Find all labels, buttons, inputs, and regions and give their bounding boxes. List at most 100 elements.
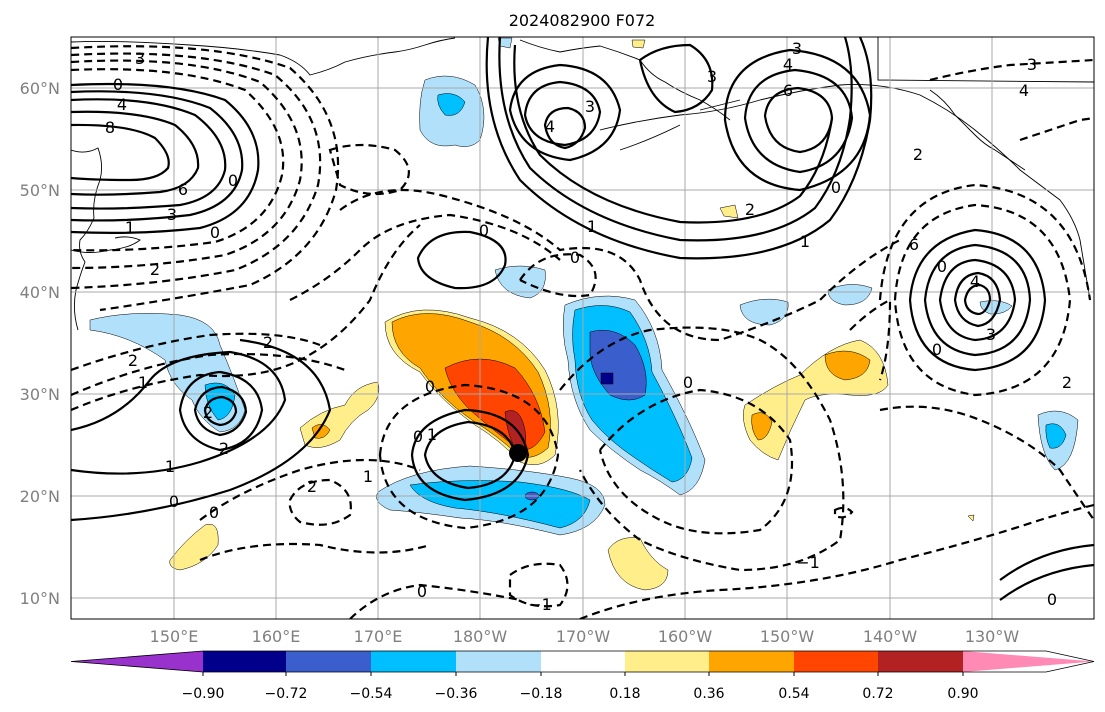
contour-label: 2	[203, 403, 213, 422]
lat-label: 50°N	[20, 181, 60, 200]
contour-label: 0	[479, 221, 489, 240]
contour-label: 0	[228, 171, 238, 190]
contour-line	[416, 230, 507, 290]
contour-line	[559, 326, 845, 572]
contour-label: 3	[986, 325, 996, 344]
colorbar-tick-label: 0.90	[947, 686, 978, 702]
contour-line	[833, 506, 854, 519]
contour-label: 3	[792, 39, 802, 58]
contour-label: 2	[219, 439, 229, 458]
contour-line	[203, 395, 238, 427]
contour-line	[71, 338, 332, 522]
contour-label: 0	[417, 582, 427, 601]
contour-line	[378, 383, 560, 530]
lat-label: 10°N	[20, 589, 60, 608]
positive-anomaly-region	[719, 204, 739, 219]
colorbar-tick-label: −0.54	[350, 686, 393, 702]
contour-label: −1	[796, 553, 820, 572]
contour-line	[71, 59, 303, 270]
contour-line	[328, 143, 410, 196]
contour-label: 6	[783, 81, 793, 100]
contour-line	[579, 503, 1094, 619]
contour-line	[71, 45, 340, 312]
lon-label: 160°E	[252, 627, 301, 646]
colorbar-segment	[203, 651, 286, 672]
contour-line	[71, 123, 170, 182]
contour-label: 0	[932, 340, 942, 359]
contour-line	[71, 110, 200, 196]
colorbar-segment	[71, 651, 203, 672]
coastline	[929, 89, 1026, 171]
contour-line	[498, 37, 853, 242]
contour-line	[929, 58, 1094, 82]
contour-label: 0	[413, 427, 423, 446]
contour-line	[519, 253, 597, 298]
colorbar-tick-label: −0.18	[520, 686, 563, 702]
colorbar-segment	[878, 651, 963, 672]
colorbar-tick-label: −0.90	[182, 686, 225, 702]
positive-anomaly-region	[824, 350, 871, 381]
map-frame	[70, 36, 1095, 620]
contour-line	[543, 106, 587, 150]
contour-line	[523, 80, 602, 147]
contour-label: 2	[1062, 373, 1072, 392]
contour-label: 3	[707, 67, 717, 86]
contour-line	[71, 332, 321, 372]
lat-label: 20°N	[20, 487, 60, 506]
colorbar-segment	[794, 651, 878, 672]
contour-label: 2	[263, 333, 273, 352]
lon-label: 150°W	[760, 627, 815, 646]
contour-line	[508, 63, 622, 162]
contour-label: 4	[117, 95, 127, 114]
contour-label: 3	[585, 97, 595, 116]
lat-label: 30°N	[20, 385, 60, 404]
contour-line	[71, 98, 227, 210]
lat-label: 60°N	[20, 79, 60, 98]
contour-line	[908, 228, 1047, 372]
contour-labels: 3 0 4 8 6 3 1 0 2 0 2 2 1 0 2 0 1 0 0 2 …	[105, 39, 1072, 614]
lon-label: 170°E	[354, 627, 403, 646]
coastline	[619, 99, 741, 151]
contour-line	[598, 388, 794, 535]
colorbar-segment	[541, 651, 625, 672]
contour-label: 0	[169, 492, 179, 511]
map-title: 2024082900 F072	[509, 11, 656, 30]
colorbar-segment	[709, 651, 794, 672]
contour-label: 2	[745, 200, 755, 219]
contour-label: 3	[167, 205, 177, 224]
contours	[71, 37, 1094, 619]
coastline	[599, 83, 1091, 301]
contour-label: 3	[1027, 55, 1037, 74]
colorbar-tick-label: −0.36	[435, 686, 478, 702]
negative-anomaly-region	[89, 313, 246, 433]
contour-line	[71, 52, 322, 290]
contour-line	[999, 563, 1094, 601]
colorbar-segment	[371, 651, 456, 672]
contour-label: 4	[783, 55, 793, 74]
contour-line	[199, 542, 431, 562]
map-grid	[71, 37, 1094, 619]
lon-label: 160°W	[658, 627, 713, 646]
contour-line	[410, 408, 530, 502]
longitude-labels: 150°E 160°E 170°E 180°W 170°W 160°W 150°…	[150, 627, 1020, 646]
contour-label: 1	[587, 217, 597, 236]
contour-label: 1	[800, 232, 810, 251]
lon-label: 140°W	[863, 627, 918, 646]
negative-anomaly-region	[600, 372, 614, 385]
contour-line	[723, 48, 872, 192]
contour-label: 6	[178, 180, 188, 199]
positive-anomaly-region	[967, 514, 975, 522]
colorbar-tick-label: 0.18	[609, 686, 640, 702]
contour-line	[71, 82, 260, 234]
map-content: 3 0 4 8 6 3 1 0 2 0 2 2 1 0 2 0 1 0 0 2 …	[71, 37, 1094, 619]
contour-line	[893, 203, 1072, 397]
contour-line	[349, 583, 521, 619]
contour-line	[71, 90, 244, 222]
contour-line	[1019, 116, 1094, 142]
colorbar: −0.90 −0.72 −0.54 −0.36 −0.18 0.18 0.36 0.54 0.7…	[70, 650, 1095, 702]
contour-line	[763, 86, 834, 154]
colorbar-segment	[963, 651, 1094, 672]
contour-line	[923, 243, 1032, 357]
contour-line	[288, 478, 352, 526]
